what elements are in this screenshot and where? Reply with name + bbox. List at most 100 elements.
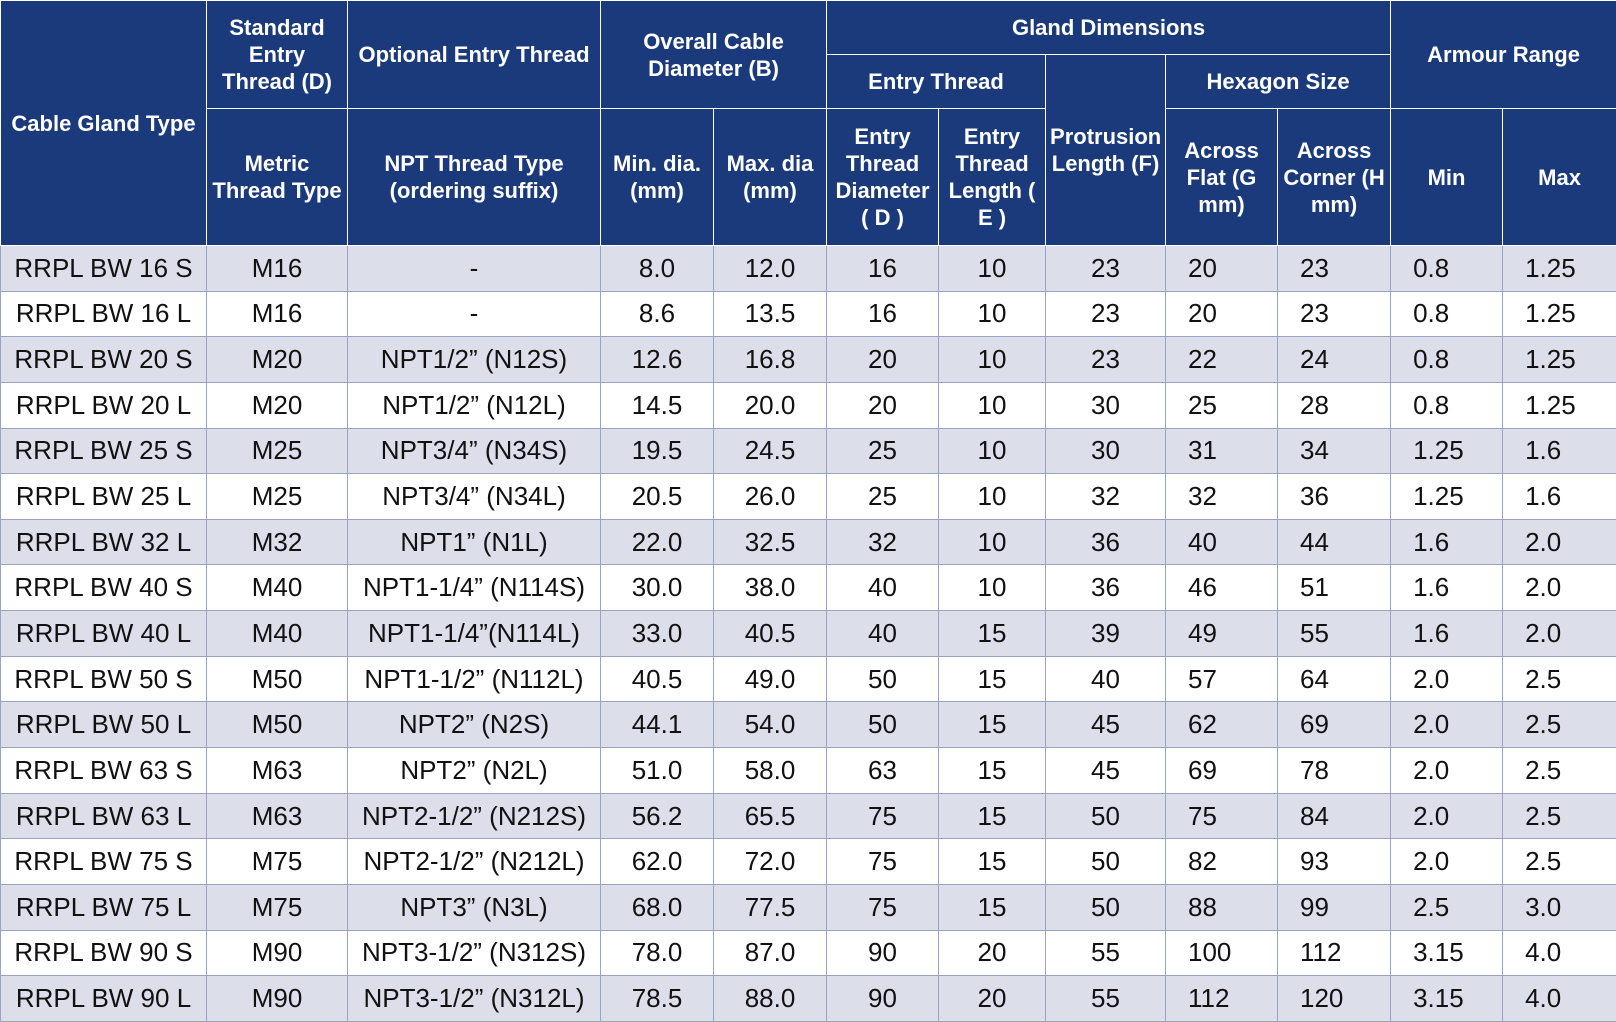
table-cell: 93: [1277, 838, 1392, 885]
table-cell: 25: [1165, 381, 1279, 429]
table-cell: 23: [1277, 245, 1392, 292]
table-cell: 2.5: [1502, 838, 1616, 885]
table-cell: 38.0: [712, 564, 828, 612]
table-cell: RRPL BW 16 S: [0, 245, 207, 292]
table-cell: 31: [1165, 427, 1279, 475]
table-cell: 75: [1165, 792, 1279, 840]
table-cell: 20: [938, 975, 1047, 1022]
table-cell: M50: [206, 701, 348, 749]
table-cell: RRPL BW 50 S: [0, 655, 207, 703]
table-cell: 55: [1045, 929, 1167, 977]
table-cell: RRPL BW 20 S: [0, 336, 207, 383]
table-cell: 2.5: [1502, 655, 1616, 703]
table-header: Cable Gland Type Standard Entry Thread (…: [0, 0, 1616, 246]
table-cell: 25: [826, 427, 940, 475]
table-cell: 3.0: [1502, 883, 1616, 931]
header-cell: Entry Thread Length ( E ): [938, 108, 1047, 246]
table-row: RRPL BW 20 S M20 NPT1/2” (N12S) 12.6 16.8 20 1…: [0, 336, 1616, 383]
table-row: RRPL BW 90 L M90 NPT3-1/2” (N312L) 78.5 88.0…: [0, 975, 1616, 1022]
table-cell: RRPL BW 16 L: [0, 290, 207, 338]
table-cell: 90: [826, 929, 940, 977]
table-cell: 55: [1045, 975, 1167, 1022]
table-cell: M90: [206, 975, 348, 1022]
table-cell: 8.6: [600, 290, 714, 338]
table-cell: NPT2-1/2” (N212L): [347, 838, 601, 885]
table-cell: M63: [206, 747, 348, 794]
table-cell: 50: [1045, 792, 1167, 840]
header-cell: Armour Range: [1390, 0, 1616, 109]
table-cell: 99: [1277, 883, 1392, 931]
table-cell: M20: [206, 381, 348, 429]
header-cell: Standard Entry Thread (D): [206, 0, 348, 109]
table-cell: 26.0: [712, 473, 828, 520]
header-cell: Min: [1390, 108, 1504, 246]
table-cell: 22.0: [600, 518, 714, 566]
table-cell: 12.6: [600, 336, 714, 383]
table-cell: NPT1” (N1L): [347, 518, 601, 566]
table-cell: 120: [1277, 975, 1392, 1022]
table-cell: 44: [1277, 518, 1392, 566]
table-cell: RRPL BW 50 L: [0, 701, 207, 749]
table-cell: 24.5: [712, 427, 828, 475]
table-cell: 112: [1277, 929, 1392, 977]
table-cell: 50: [1045, 838, 1167, 885]
header-cell: Min. dia. (mm): [600, 108, 714, 246]
header-cell: Entry Thread Diameter ( D ): [826, 108, 940, 246]
table-cell: 16: [826, 245, 940, 292]
table-cell: 75: [826, 792, 940, 840]
table-cell: 20: [826, 381, 940, 429]
table-row: RRPL BW 75 L M75 NPT3” (N3L) 68.0 77.5 75 15 50…: [0, 883, 1616, 931]
table-cell: NPT2” (N2S): [347, 701, 601, 749]
table-cell: M16: [206, 245, 348, 292]
table-row: RRPL BW 25 L M25 NPT3/4” (N34L) 20.5 26.0 25 1…: [0, 473, 1616, 520]
table-cell: NPT3/4” (N34L): [347, 473, 601, 520]
header-cell: Hexagon Size: [1165, 54, 1392, 109]
table-cell: 1.6: [1502, 473, 1616, 520]
table-cell: NPT1/2” (N12L): [347, 381, 601, 429]
table-row: RRPL BW 50 S M50 NPT1-1/2” (N112L) 40.5 49.0…: [0, 655, 1616, 703]
table-cell: 40: [1165, 518, 1279, 566]
table-cell: 82: [1165, 838, 1279, 885]
table-cell: 1.25: [1390, 473, 1504, 520]
table-cell: -: [347, 290, 601, 338]
table-cell: RRPL BW 90 L: [0, 975, 207, 1022]
table-cell: 30: [1045, 427, 1167, 475]
table-cell: 69: [1277, 701, 1392, 749]
table-cell: 65.5: [712, 792, 828, 840]
table-cell: 2.0: [1390, 701, 1504, 749]
table-cell: 40.5: [712, 610, 828, 657]
table-cell: 2.0: [1390, 792, 1504, 840]
table-cell: RRPL BW 40 S: [0, 564, 207, 612]
table-cell: 30: [1045, 381, 1167, 429]
table-cell: 1.25: [1390, 427, 1504, 475]
header-cell: Across Flat (G mm): [1165, 108, 1279, 246]
header-cell: Cable Gland Type: [0, 0, 207, 246]
table-cell: 4.0: [1502, 975, 1616, 1022]
table-cell: 78.5: [600, 975, 714, 1022]
table-cell: RRPL BW 63 S: [0, 747, 207, 794]
table-cell: 87.0: [712, 929, 828, 977]
table-cell: 1.6: [1390, 518, 1504, 566]
table-cell: RRPL BW 40 L: [0, 610, 207, 657]
table-cell: 45: [1045, 701, 1167, 749]
table-cell: M50: [206, 655, 348, 703]
table-cell: 50: [826, 701, 940, 749]
table-cell: 100: [1165, 929, 1279, 977]
table-cell: 63: [826, 747, 940, 794]
table-cell: 2.5: [1502, 747, 1616, 794]
header-cell: Max: [1502, 108, 1616, 246]
table-cell: 25: [826, 473, 940, 520]
table-cell: 16: [826, 290, 940, 338]
table-cell: M75: [206, 838, 348, 885]
table-cell: 3.15: [1390, 929, 1504, 977]
table-cell: NPT3-1/2” (N312L): [347, 975, 601, 1022]
table-cell: 40.5: [600, 655, 714, 703]
table-cell: 1.6: [1390, 564, 1504, 612]
table-cell: M63: [206, 792, 348, 840]
header-cell: NPT Thread Type (ordering suffix): [347, 108, 601, 246]
table-row: RRPL BW 40 S M40 NPT1-1/4” (N114S) 30.0 38.0…: [0, 564, 1616, 612]
table-cell: M90: [206, 929, 348, 977]
table-cell: 1.6: [1502, 427, 1616, 475]
